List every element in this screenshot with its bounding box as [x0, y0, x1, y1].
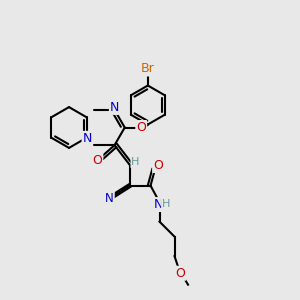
Text: N: N [110, 101, 119, 114]
Text: N: N [105, 192, 114, 205]
Text: H: H [131, 157, 140, 167]
Text: Br: Br [141, 62, 155, 76]
Text: N: N [82, 132, 92, 145]
Text: O: O [136, 121, 146, 134]
Text: O: O [92, 154, 102, 167]
Text: H: H [162, 199, 170, 209]
Text: O: O [153, 159, 163, 172]
Text: O: O [176, 267, 185, 280]
Text: N: N [153, 198, 163, 211]
